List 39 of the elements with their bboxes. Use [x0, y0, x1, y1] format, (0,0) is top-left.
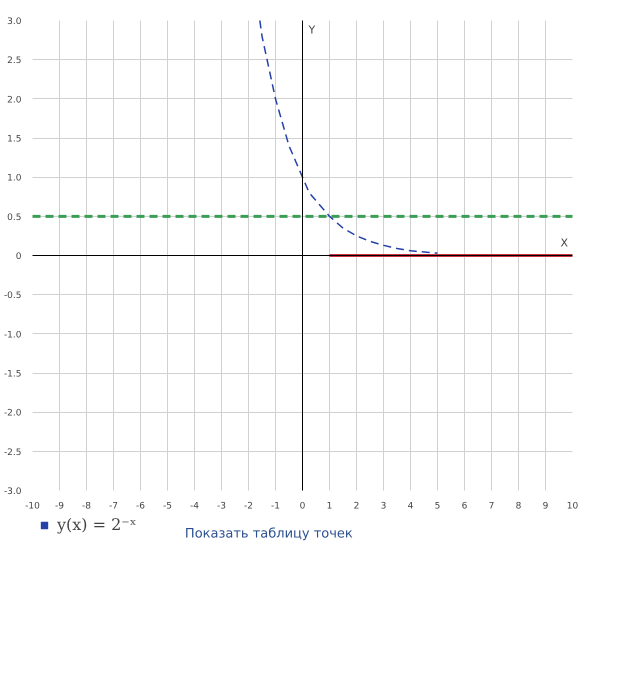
x-tick-label: -10 — [25, 502, 40, 512]
text: Показать таблицу точек — [184, 526, 353, 542]
y-tick-label: -0.5 — [4, 291, 22, 302]
y-tick-label: 2.0 — [7, 95, 22, 106]
y-axis-title: Y — [308, 24, 316, 36]
x-tick-label: 1 — [326, 502, 332, 512]
y-tick-label: -3.0 — [4, 487, 22, 497]
x-tick-label: -1 — [271, 502, 280, 512]
x-tick-label: 2 — [354, 502, 360, 512]
x-tick-label: -2 — [244, 502, 253, 512]
y-tick-label: 1.5 — [7, 134, 22, 144]
x-tick-label: 8 — [516, 502, 522, 512]
y-tick-label: -1.0 — [4, 330, 22, 340]
x-tick-label: -3 — [217, 502, 226, 512]
x-tick-label: -9 — [55, 502, 64, 512]
y-tick-label: 3.0 — [7, 17, 22, 27]
x-tick-label: 5 — [434, 502, 440, 512]
y-tick-label: -2.5 — [4, 448, 22, 458]
x-axis-title: X — [560, 236, 568, 250]
x-tick-label: -8 — [82, 502, 92, 512]
x-tick-label: 10 — [566, 502, 578, 512]
y-tick-label: 0.5 — [7, 212, 22, 223]
line-series — [259, 20, 438, 254]
x-tick-label: 6 — [462, 502, 468, 512]
x-tick-label: 3 — [380, 502, 386, 512]
x-tick-label: 0 — [300, 502, 306, 512]
y-tick-label: 0 — [16, 252, 22, 262]
x-tick-label: -6 — [136, 502, 146, 512]
x-tick-label: 9 — [542, 502, 549, 512]
y-tick-label: 2.5 — [7, 56, 22, 66]
x-tick-label: -4 — [190, 502, 200, 512]
legend-label: y(x) = 2⁻ˣ — [57, 515, 137, 534]
y-tick-label: -1.5 — [4, 370, 22, 380]
x-tick-label: 4 — [408, 502, 414, 512]
x-tick-label: -5 — [163, 502, 172, 512]
y-tick-label: -2.0 — [4, 408, 22, 419]
x-tick-label: 7 — [488, 502, 494, 512]
y-tick-label: 1.0 — [7, 174, 22, 184]
x-tick-label: -7 — [109, 502, 118, 512]
